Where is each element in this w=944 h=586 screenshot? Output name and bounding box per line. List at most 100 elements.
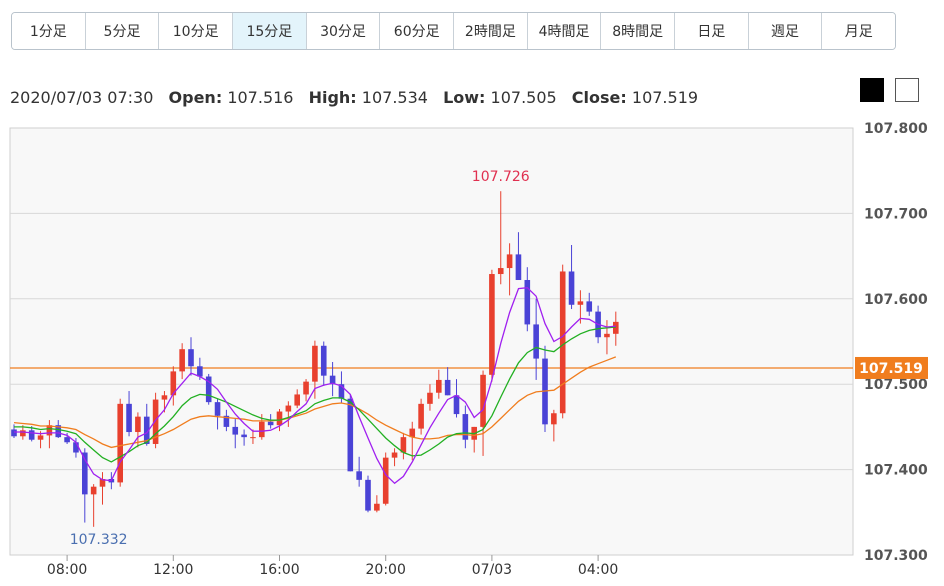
candle-body [604,333,610,338]
candle-body [453,395,460,415]
tab-timeframe[interactable]: 4時間足 [527,13,602,49]
ma-long-line [13,356,617,449]
dark-theme-swatch[interactable] [860,78,884,102]
candle-body [73,442,79,453]
candle-body [117,403,123,483]
tab-timeframe[interactable]: 10分足 [159,13,234,49]
candle-body [259,421,265,438]
light-theme-swatch[interactable] [895,78,919,102]
candle-body [11,429,17,437]
plot-area [9,127,854,556]
candle-body [329,375,336,385]
candle-body [170,371,177,396]
candle-body [90,486,97,495]
candle-body [46,425,53,436]
candle-body [267,421,274,426]
tab-timeframe[interactable]: 8時間足 [601,13,676,49]
candle-body [135,416,141,433]
open-label: Open: [168,88,223,107]
low-value: 107.505 [490,88,557,107]
candle-body [559,271,566,414]
tab-timeframe[interactable]: 30分足 [306,13,381,49]
high-value: 107.534 [361,88,428,107]
candle-body [427,392,433,404]
candle-body [497,268,504,275]
candle-body [533,324,539,359]
candle-body [197,366,203,377]
x-tick-label: 12:00 [153,562,193,578]
candle-body [161,395,168,400]
close-value: 107.519 [631,88,699,107]
candle-body [382,457,389,504]
candle-body [20,430,26,437]
y-tick-label: 107.600 [864,292,928,308]
timeframe-tabs: 1分足 5分足 10分足 15分足 30分足 60分足 2時間足 4時間足 8時間足 日足 週足 月足 [11,12,896,50]
candle-body [320,345,327,376]
candle-body [480,374,486,427]
candle-body [489,274,495,375]
tab-timeframe[interactable]: 60分足 [380,13,455,49]
candle-body [356,471,362,480]
candle-body [577,301,584,305]
tab-timeframe[interactable]: 週足 [748,13,823,49]
candle-body [444,379,451,396]
candle-body [586,301,593,312]
ma-mid-line [14,326,616,463]
candle-body [365,479,371,511]
tab-timeframe[interactable]: 15分足 [233,13,307,49]
candle-body [37,435,44,440]
candle-body [143,416,150,444]
x-tick-label: 07/03 [472,562,512,578]
candle-body [232,426,239,435]
candle-body [506,254,513,269]
candle-body [250,437,256,439]
ma-short-line [14,287,616,485]
candle-body [347,398,354,472]
close-label: Close: [571,88,627,107]
candle-body [205,376,212,403]
candle-body [241,434,247,438]
y-tick-label: 107.400 [864,463,928,479]
candle-body [223,415,230,427]
x-tick-label: 04:00 [578,562,618,578]
candle-body [418,403,424,429]
y-tick-label: 107.500 [864,377,928,393]
candle-body [64,437,70,443]
candle-body [28,430,35,440]
current-price-value: 107.519 [859,361,923,377]
candle-body [126,403,132,433]
candle-body [179,349,185,372]
candle-body [462,414,469,440]
tab-timeframe[interactable]: 日足 [675,13,749,49]
candle-body [82,452,88,495]
tab-timeframe[interactable]: 2時間足 [454,13,528,49]
candle-body [568,271,575,305]
high-label: High: [308,88,357,107]
tab-timeframe[interactable]: 5分足 [85,13,160,49]
y-tick-label: 107.800 [864,121,928,137]
low-label: Low: [443,88,486,107]
candle-body [551,413,557,425]
candle-body [99,478,106,487]
current-price-tag [855,356,928,379]
candle-body [409,428,416,438]
y-tick-label: 107.700 [864,206,928,222]
y-tick-label: 107.300 [864,548,928,564]
ohlc-readout: 2020/07/03 07:30 Open: 107.516 High: 107… [10,88,698,107]
candle-body [214,402,221,416]
min-price-label: 107.332 [70,532,128,548]
tab-timeframe[interactable]: 1分足 [12,13,86,49]
candle-body [303,381,309,395]
candle-body [400,437,407,453]
candle-body [524,280,531,325]
candle-body [276,411,283,426]
candle-body [188,349,194,367]
candle-body [294,394,300,406]
candle-body [391,452,398,458]
candle-body [613,321,619,334]
candle-body [436,379,442,393]
tab-timeframe[interactable]: 月足 [822,13,895,49]
candle-body [152,399,159,444]
candle-body [55,425,62,438]
